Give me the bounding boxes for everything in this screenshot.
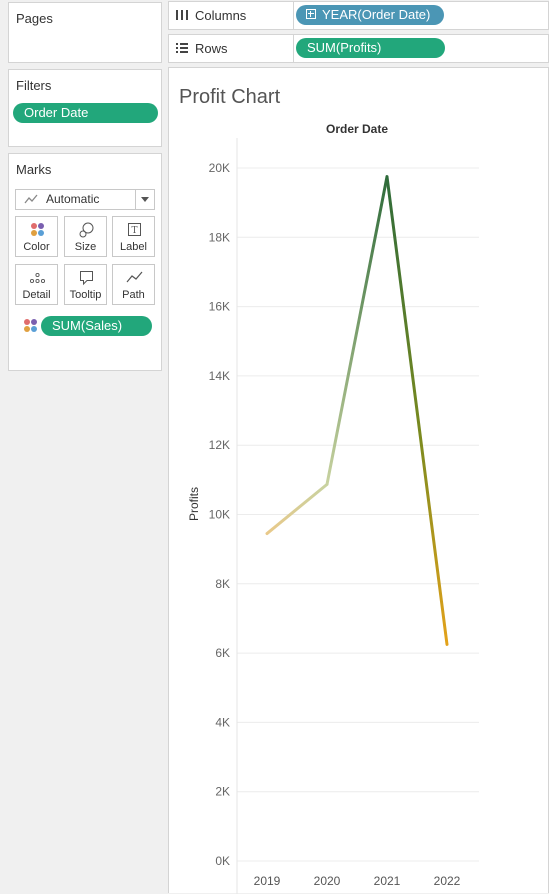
expand-plus-icon[interactable] [306, 9, 316, 19]
chart-view: Profit Chart Order Date 0K 2K 4K 6K 8K 10K 12K… [168, 67, 549, 894]
columns-pill-label: YEAR(Order Date) [322, 7, 431, 22]
tooltip-button[interactable]: Tooltip [64, 264, 107, 305]
color-button[interactable]: Color [15, 216, 58, 257]
label-button[interactable]: T Label [112, 216, 155, 257]
pages-shelf[interactable]: Pages [8, 2, 162, 63]
tooltip-bubble-icon [80, 271, 93, 286]
label-text-icon: T [128, 223, 141, 236]
series-line [265, 175, 449, 646]
x-tick-label: 2020 [314, 874, 341, 888]
line-segment [385, 175, 449, 646]
path-line-icon [126, 271, 143, 283]
x-tick-label: 2021 [374, 874, 401, 888]
y-tick-label: 0K [215, 854, 230, 868]
y-tick-label: 14K [209, 369, 230, 383]
mark-type-label: Automatic [46, 192, 100, 206]
size-button-label: Size [74, 241, 97, 253]
color-field-pill[interactable]: SUM(Sales) [41, 316, 152, 336]
x-tick-label: 2019 [254, 874, 281, 888]
columns-pill-year-order-date[interactable]: YEAR(Order Date) [296, 5, 444, 25]
columns-icon [176, 10, 188, 20]
line-segment [265, 482, 329, 536]
color-dots-icon [31, 223, 44, 236]
y-tick-label: 10K [209, 508, 230, 522]
x-axis-ticks: 2019 2020 2021 2022 [254, 874, 461, 888]
path-button[interactable]: Path [112, 264, 155, 305]
y-tick-label: 20K [209, 161, 230, 175]
filter-pill-order-date[interactable]: Order Date [13, 103, 158, 123]
y-tick-label: 12K [209, 438, 230, 452]
y-tick-label: 18K [209, 230, 230, 244]
y-tick-label: 16K [209, 300, 230, 314]
marks-card: Marks Automatic Color Size T Label [8, 153, 162, 371]
gridlines [237, 167, 479, 862]
y-tick-label: 8K [215, 577, 230, 591]
columns-shelf[interactable]: Columns YEAR(Order Date) [168, 1, 549, 30]
y-axis-label: Profits [187, 487, 201, 521]
size-circles-icon [79, 222, 94, 238]
rows-icon [176, 43, 188, 53]
chart-title: Profit Chart [179, 86, 281, 108]
line-segment [325, 175, 389, 486]
chevron-down-icon [141, 197, 149, 202]
color-button-label: Color [23, 241, 50, 253]
y-tick-label: 2K [215, 785, 230, 799]
rows-pill-sum-profits[interactable]: SUM(Profits) [296, 38, 445, 58]
column-header: Order Date [326, 122, 388, 136]
tooltip-button-label: Tooltip [69, 289, 102, 301]
color-encoding-icon [24, 319, 37, 332]
filters-title: Filters [16, 78, 52, 93]
y-tick-label: 4K [215, 715, 230, 729]
y-tick-label: 6K [215, 646, 230, 660]
y-axis-ticks: 0K 2K 4K 6K 8K 10K 12K 14K 16K 18K 20K [209, 161, 230, 868]
rows-shelf[interactable]: Rows SUM(Profits) [168, 34, 549, 63]
path-button-label: Path [122, 289, 145, 301]
detail-button-label: Detail [22, 289, 51, 301]
x-tick-label: 2022 [434, 874, 461, 888]
marks-title: Marks [16, 162, 52, 177]
rows-label: Rows [195, 41, 228, 56]
label-button-label: Label [120, 241, 147, 253]
columns-label: Columns [195, 8, 247, 23]
profit-line-chart: Profit Chart Order Date 0K 2K 4K 6K 8K 10K 12K… [179, 86, 479, 894]
detail-dots-icon [29, 272, 46, 284]
filters-shelf[interactable]: Filters Order Date [8, 69, 162, 147]
pages-title: Pages [16, 11, 53, 26]
line-chart-icon [24, 194, 38, 204]
size-button[interactable]: Size [64, 216, 107, 257]
mark-type-dropdown[interactable]: Automatic [15, 189, 155, 210]
detail-button[interactable]: Detail [15, 264, 58, 305]
svg-text:T: T [131, 226, 137, 236]
